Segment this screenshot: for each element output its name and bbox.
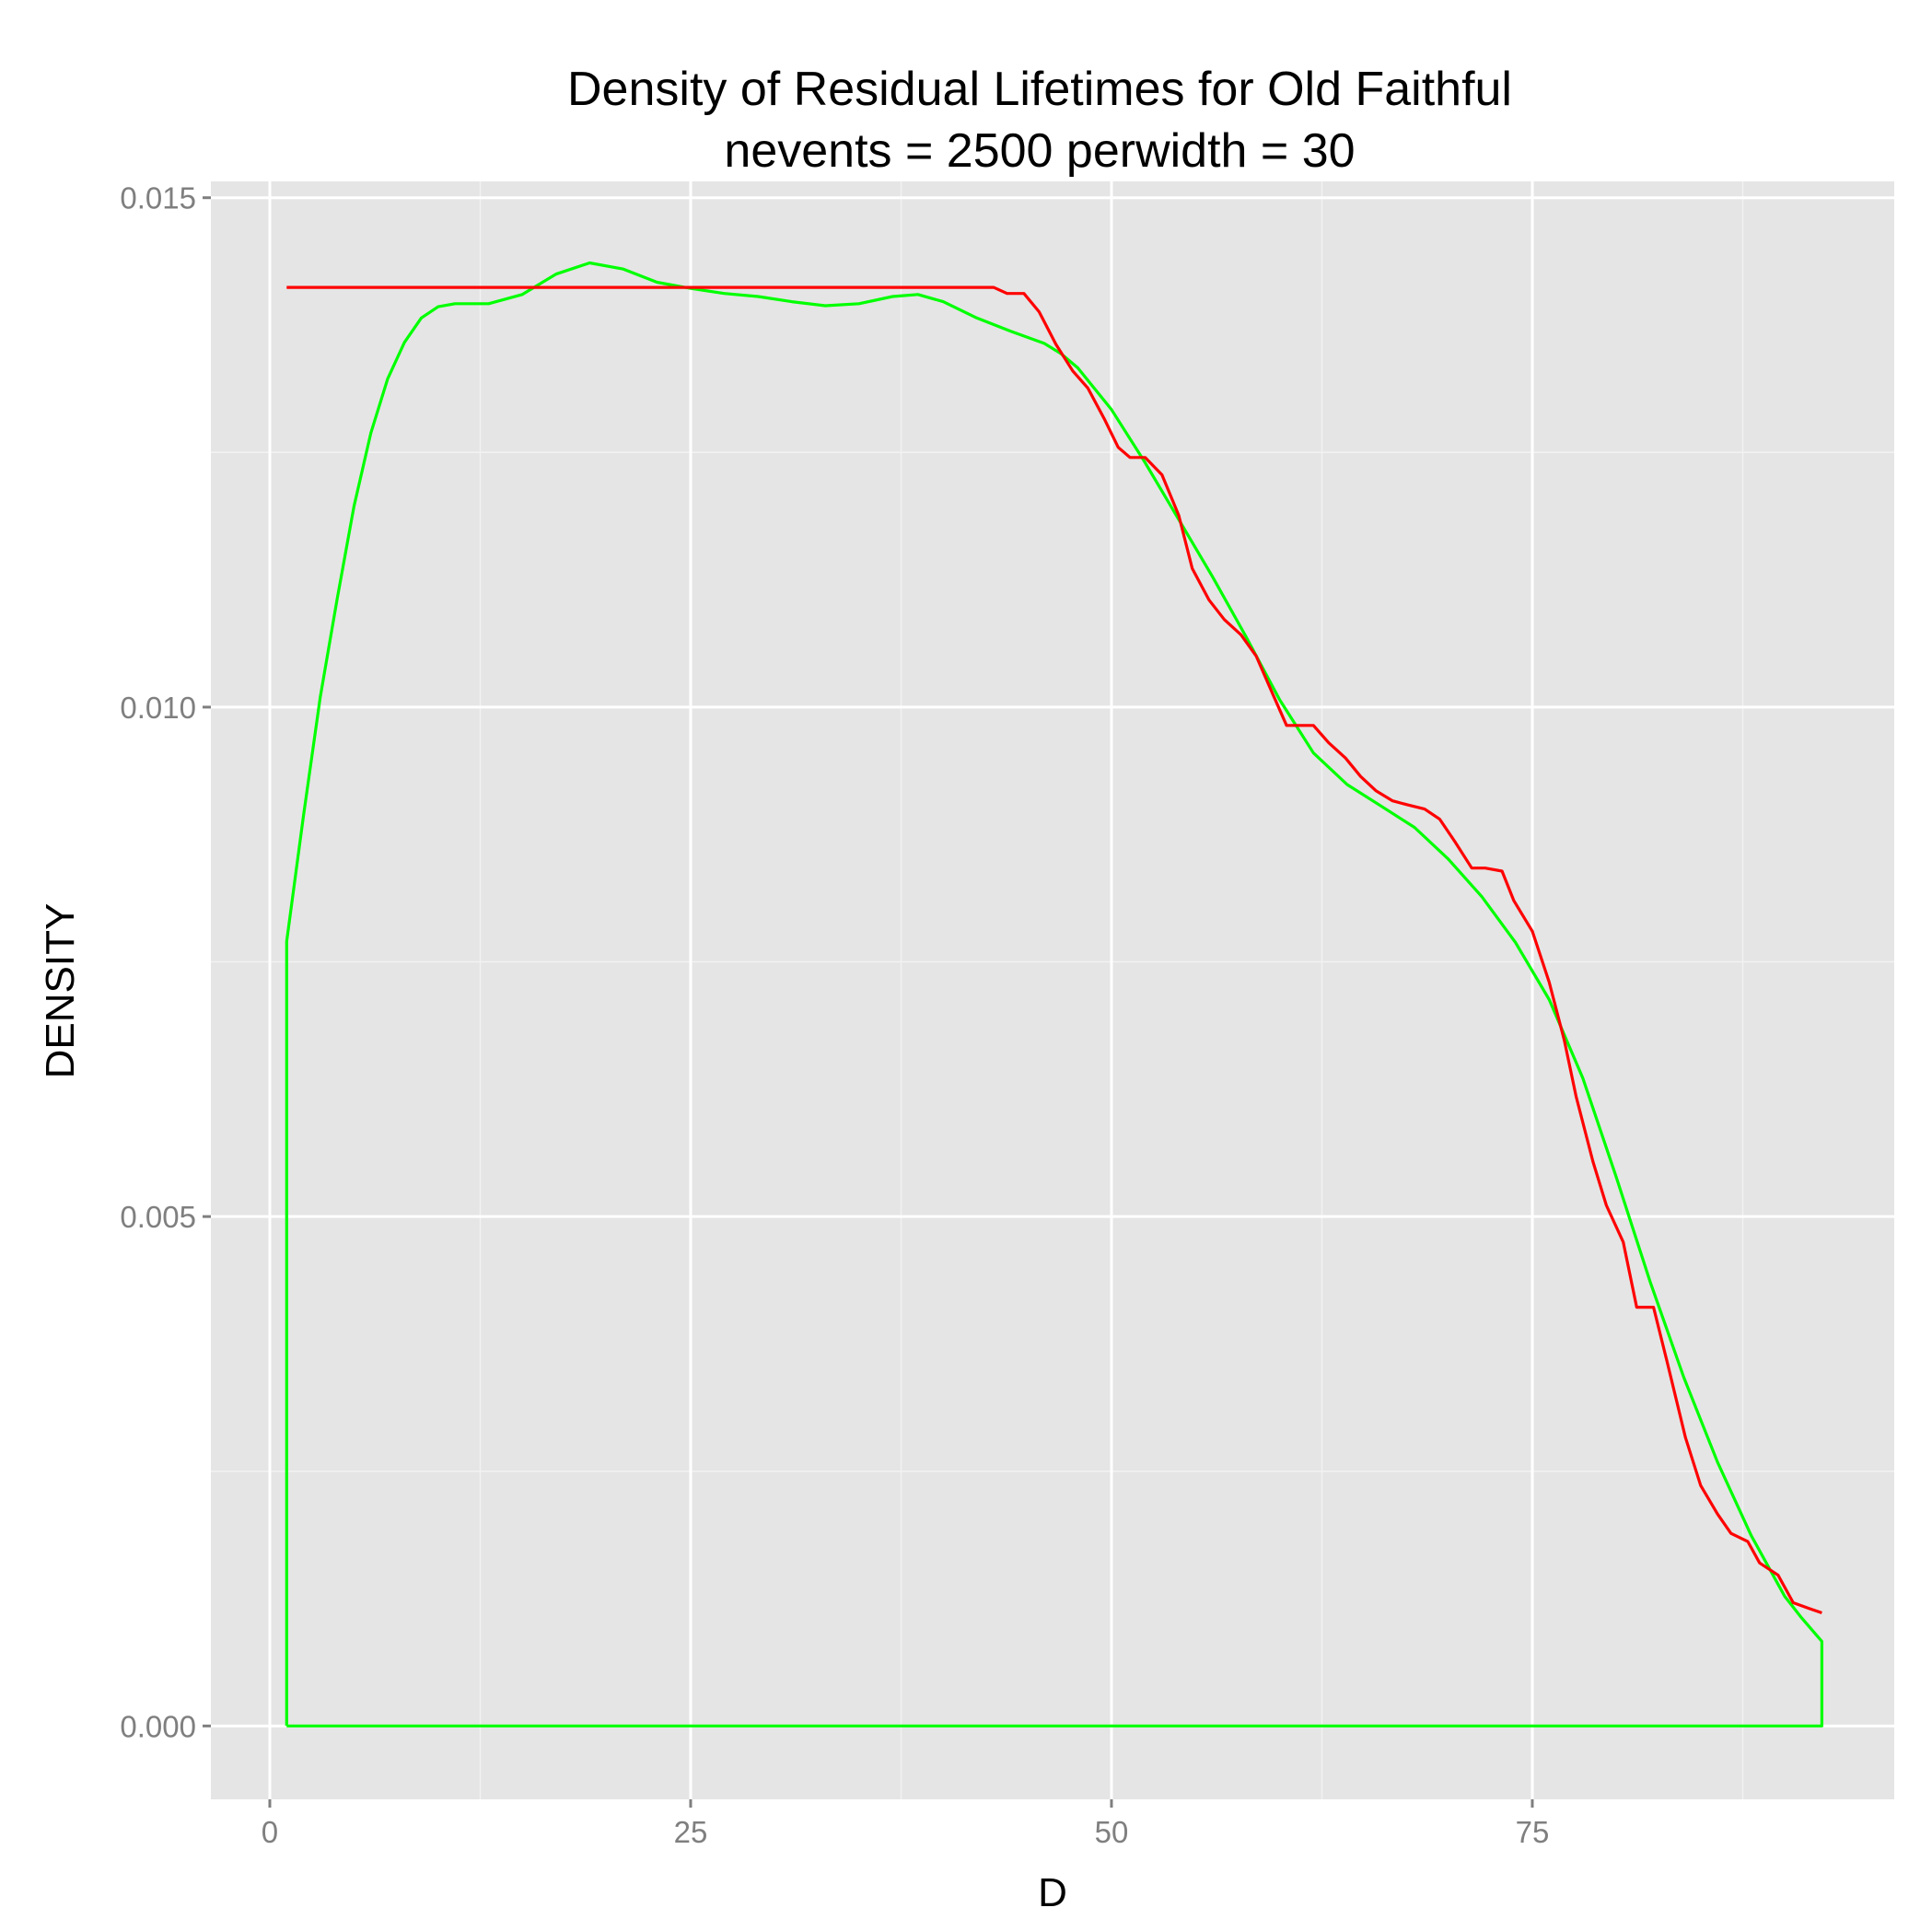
- chart-subtitle: nevents = 2500 perwidth = 30: [724, 124, 1355, 178]
- y-axis-title: DENSITY: [38, 903, 83, 1079]
- minor-gridlines: [211, 181, 1894, 1799]
- y-tick-label: 0.015: [120, 181, 196, 215]
- x-tick-label: 75: [1516, 1815, 1550, 1849]
- red-density-line: [286, 285, 1822, 1615]
- y-tick-label: 0.000: [120, 1709, 196, 1743]
- chart-title: Density of Residual Lifetimes for Old Fa…: [567, 63, 1512, 116]
- x-axis-title: D: [1038, 1870, 1067, 1915]
- x-tick-label: 0: [262, 1815, 278, 1849]
- axis-ticks: 0 25 50 75 0.000 0.005 0.010 0.015: [120, 181, 1549, 1849]
- plot-panel: [211, 181, 1894, 1799]
- x-tick-label: 50: [1095, 1815, 1129, 1849]
- x-tick-label: 25: [674, 1815, 708, 1849]
- green-density-curve: [285, 261, 1824, 1727]
- series-layer: [285, 261, 1824, 1727]
- y-tick-label: 0.005: [120, 1200, 196, 1234]
- y-tick-label: 0.010: [120, 691, 196, 725]
